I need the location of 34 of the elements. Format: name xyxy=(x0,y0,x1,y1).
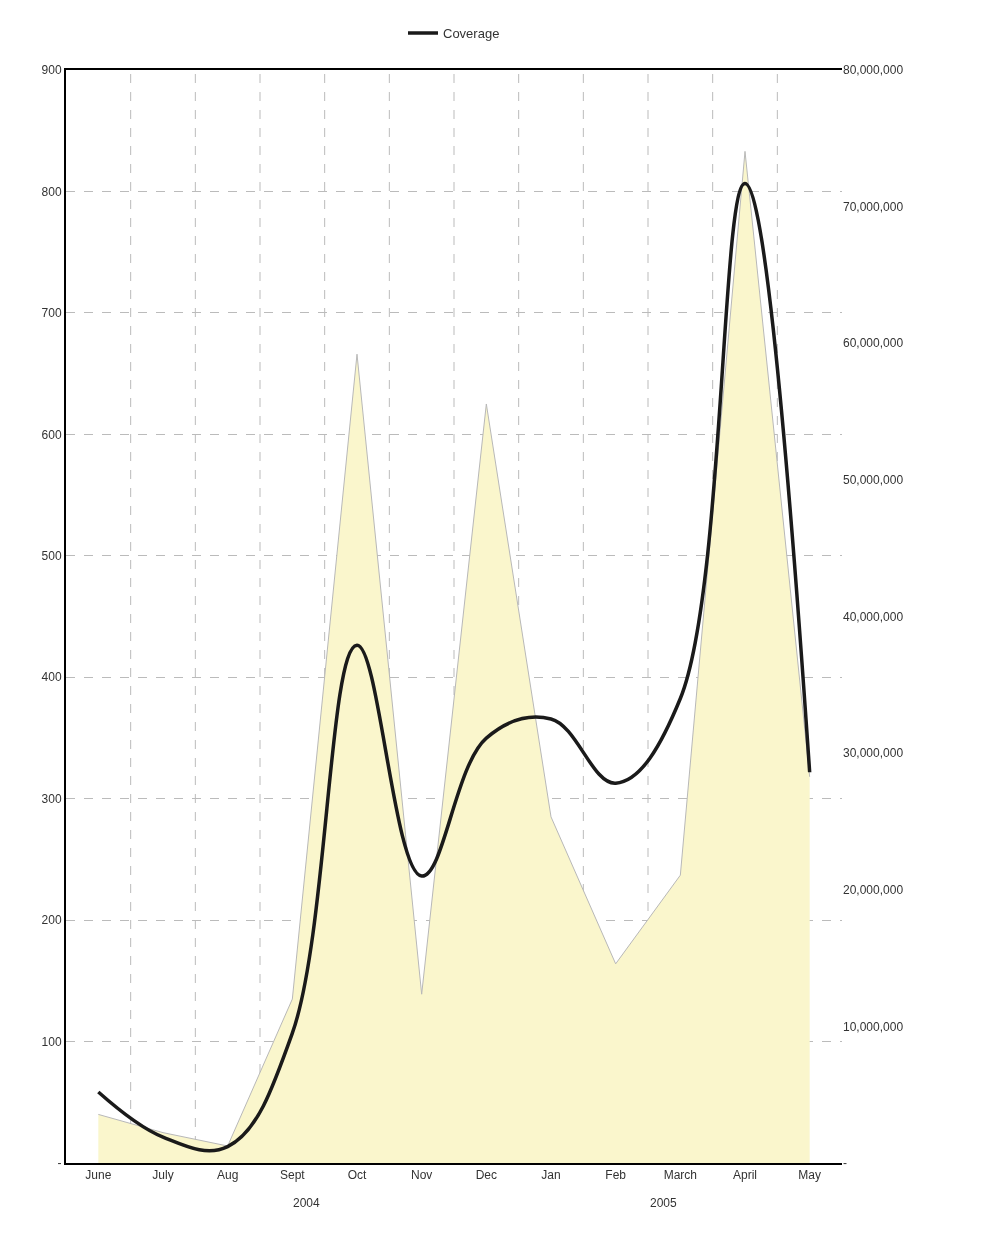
x-tick-label: Sept xyxy=(279,1168,306,1183)
x-tick-label: March xyxy=(663,1168,697,1183)
y2-tick-label: - xyxy=(843,1156,847,1171)
y-tick-label: 400 xyxy=(41,670,62,685)
y-tick-label: 200 xyxy=(41,913,62,928)
x-tick-label: Nov xyxy=(411,1168,433,1183)
y2-tick-label: 50,000,000 xyxy=(843,473,904,488)
y-tick-label: 900 xyxy=(41,63,62,78)
text: 2005 xyxy=(650,1196,678,1210)
x-tick-label: June xyxy=(85,1168,112,1183)
x-tick-label: May xyxy=(798,1168,822,1183)
y-tick-label: 800 xyxy=(41,184,62,199)
y2-tick-label: 80,000,000 xyxy=(843,63,904,78)
y2-tick-label: 70,000,000 xyxy=(843,199,904,214)
y-tick-label: 500 xyxy=(41,548,62,563)
text: 2004 xyxy=(293,1196,321,1210)
x-tick-label: April xyxy=(732,1168,758,1183)
x-tick-label: Jan xyxy=(541,1168,561,1183)
y-tick-label: 700 xyxy=(41,306,62,321)
x-tick-label: Aug xyxy=(216,1168,239,1183)
y-tick-label: 300 xyxy=(41,791,62,806)
x-tick-label: Feb xyxy=(605,1168,627,1183)
y2-tick-label: 10,000,000 xyxy=(843,1019,904,1034)
y-tick-label: - xyxy=(57,1156,62,1171)
y-tick-label: 600 xyxy=(41,427,62,442)
y2-tick-label: 30,000,000 xyxy=(843,746,904,761)
x-tick-label: Dec xyxy=(475,1168,497,1183)
y2-tick-label: 40,000,000 xyxy=(843,609,904,624)
x-tick-label: Oct xyxy=(347,1168,367,1183)
y2-tick-label: 20,000,000 xyxy=(843,882,904,897)
y-tick-label: 100 xyxy=(41,1034,62,1049)
y2-tick-label: 60,000,000 xyxy=(843,336,904,351)
x-tick-label: July xyxy=(152,1168,174,1183)
legend-label: Coverage xyxy=(443,26,500,42)
